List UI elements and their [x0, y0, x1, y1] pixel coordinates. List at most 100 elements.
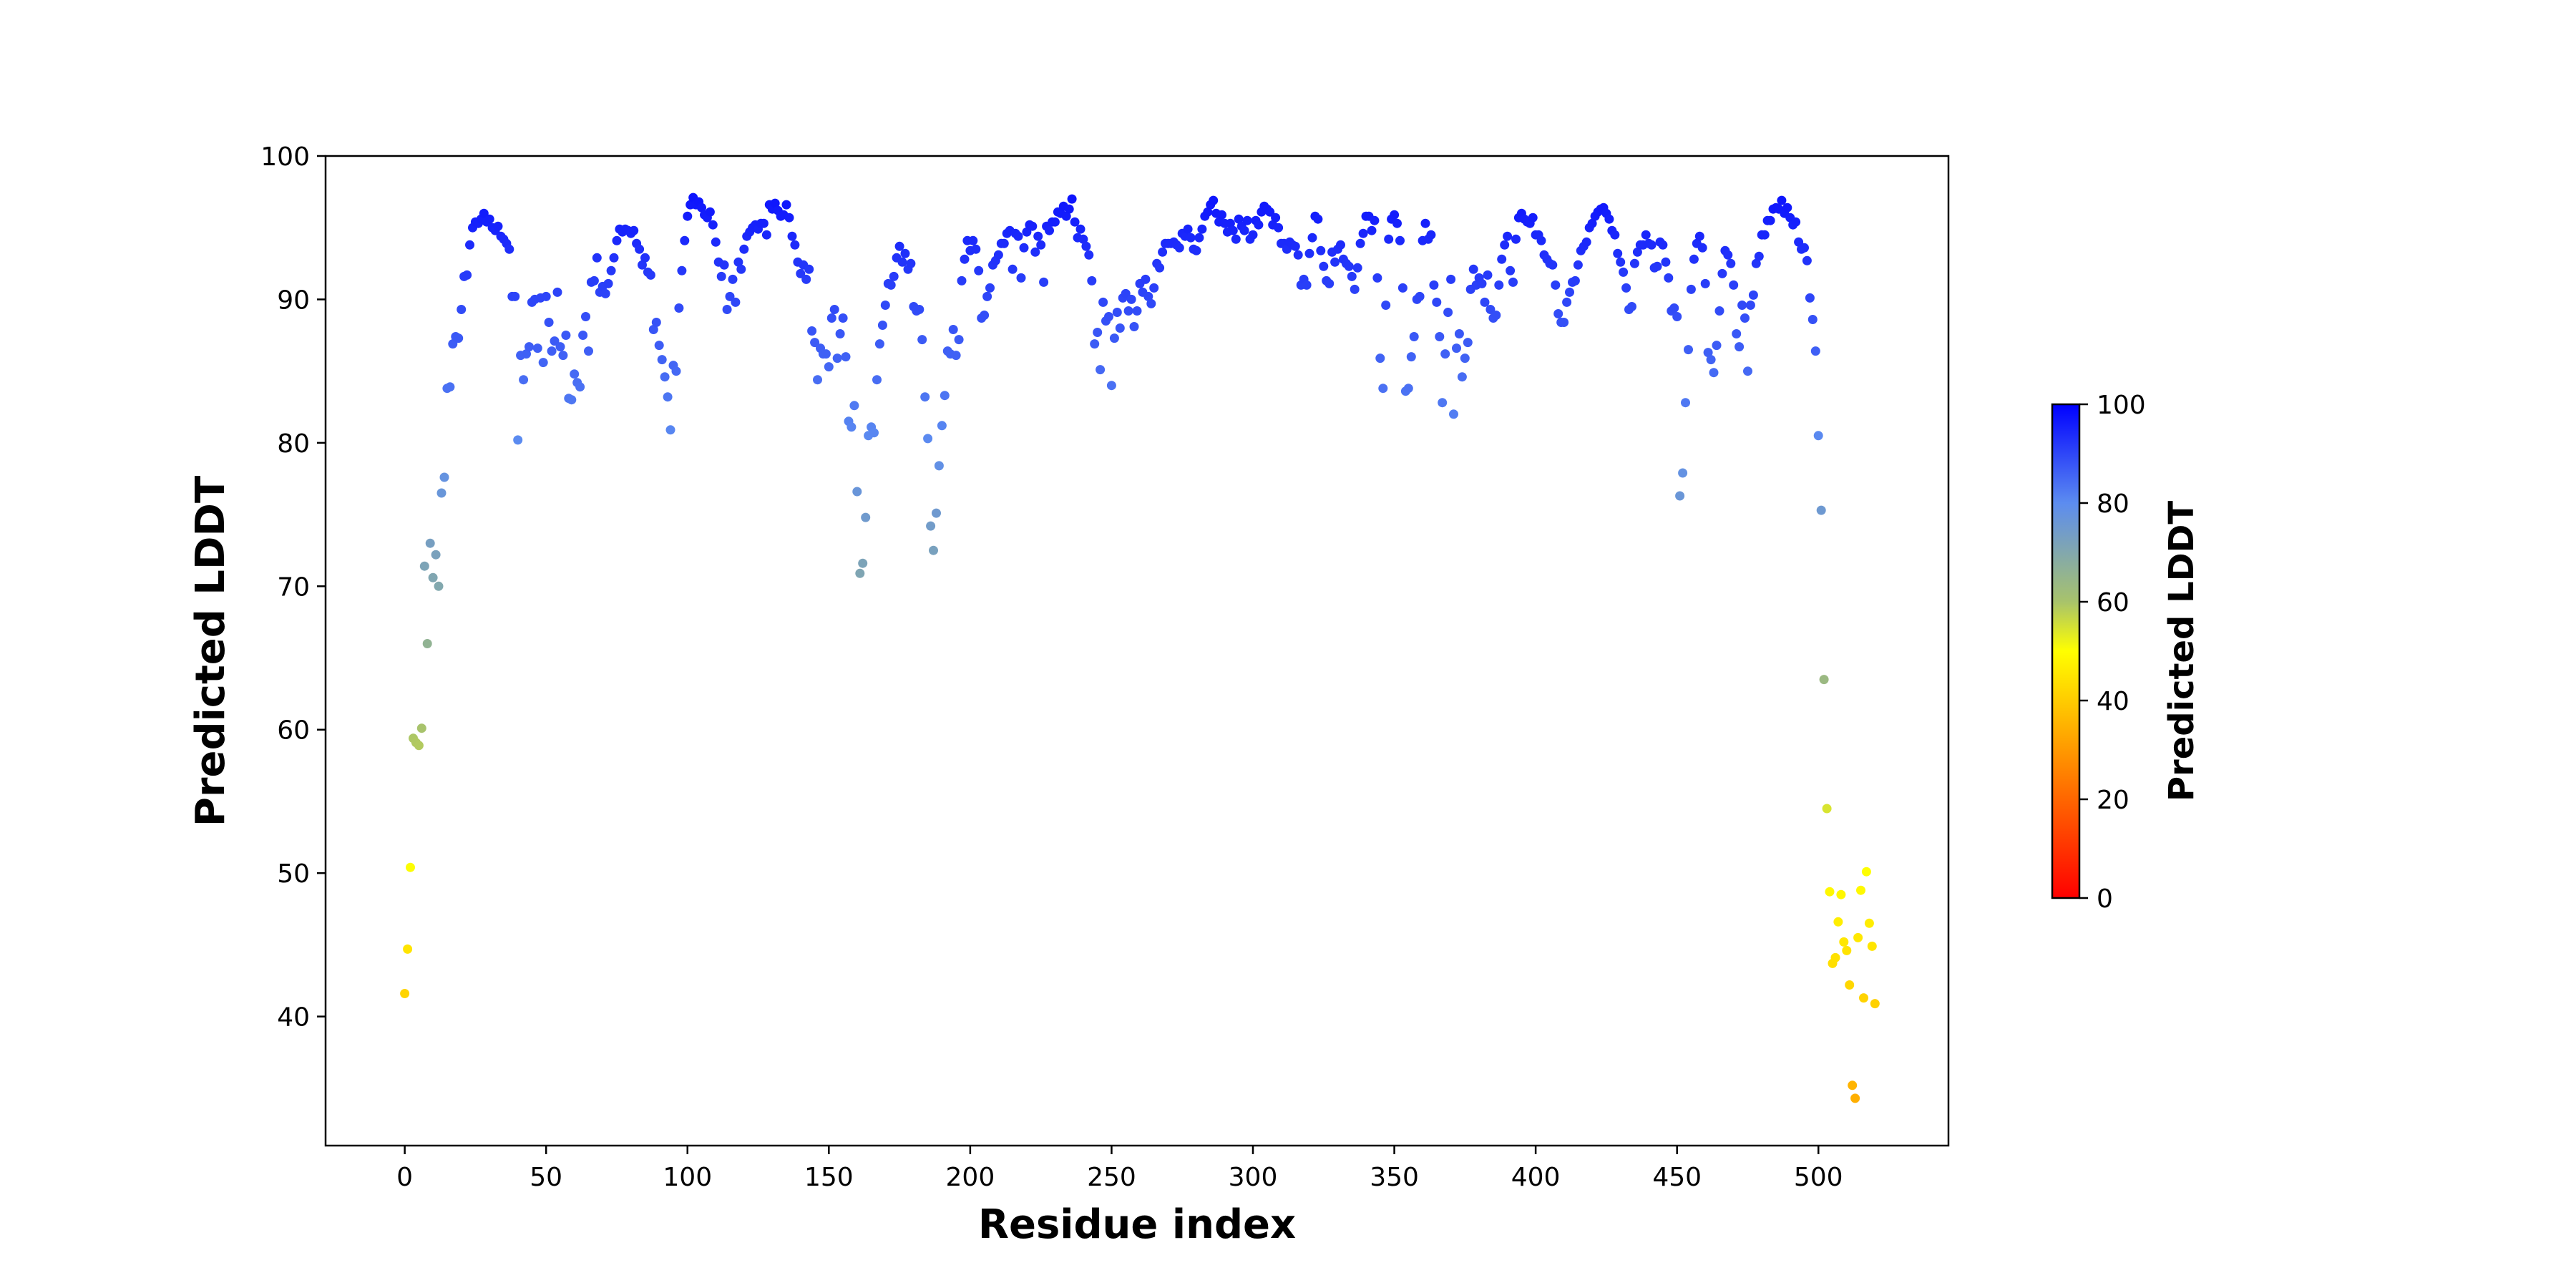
colorbar-tick-label: 100: [2097, 391, 2146, 420]
data-point: [680, 235, 690, 245]
data-point: [1652, 261, 1662, 271]
data-point: [787, 231, 797, 241]
data-point: [1678, 468, 1688, 478]
data-point: [1565, 287, 1574, 297]
data-point: [1782, 203, 1792, 213]
data-point: [1104, 312, 1113, 321]
data-point: [1729, 280, 1739, 290]
data-point: [1723, 250, 1733, 260]
data-point: [1669, 303, 1679, 313]
data-point: [416, 723, 426, 733]
data-point: [1217, 210, 1226, 220]
data-point: [525, 342, 534, 352]
colorbar-tick-label: 80: [2097, 489, 2129, 519]
data-point: [1378, 384, 1388, 394]
data-point: [1330, 257, 1340, 267]
data-point: [1121, 288, 1131, 298]
data-point: [1397, 283, 1407, 293]
data-point: [1319, 261, 1329, 271]
data-point: [1675, 491, 1685, 501]
data-point: [436, 488, 447, 498]
data-point: [1036, 240, 1046, 250]
data-point: [826, 313, 836, 323]
data-point: [1810, 346, 1820, 356]
data-point: [1225, 218, 1235, 228]
data-point: [1302, 280, 1312, 290]
data-point: [645, 270, 655, 280]
data-point: [558, 351, 568, 361]
data-point: [541, 291, 551, 301]
data-point: [1443, 308, 1453, 317]
data-point: [1293, 250, 1303, 260]
data-point: [674, 303, 684, 313]
x-tick-label: 100: [663, 1163, 712, 1192]
data-point: [886, 280, 896, 290]
data-point: [1406, 352, 1416, 362]
x-tick-label: 500: [1794, 1163, 1843, 1192]
data-point: [1033, 231, 1043, 241]
data-point: [1432, 297, 1442, 307]
data-point: [810, 338, 820, 348]
data-point: [728, 274, 738, 284]
data-point: [1740, 313, 1750, 323]
data-point: [917, 335, 927, 345]
data-point: [1381, 301, 1391, 310]
x-tick-label: 250: [1087, 1163, 1136, 1192]
data-point: [1483, 270, 1493, 280]
data-point: [855, 568, 865, 578]
data-point: [578, 331, 588, 340]
data-point: [999, 238, 1009, 248]
data-point: [835, 329, 845, 338]
x-tick-label: 400: [1511, 1163, 1561, 1192]
data-point: [1392, 218, 1402, 228]
data-point: [1664, 273, 1674, 283]
data-point: [403, 944, 413, 954]
data-point: [1109, 333, 1119, 343]
data-point: [790, 240, 800, 250]
data-point: [425, 538, 435, 548]
data-point: [722, 305, 732, 314]
scatter-points: [400, 192, 1880, 1103]
data-point: [1352, 263, 1362, 273]
plot-area-frame: [324, 155, 1950, 1147]
y-tick-label: 40: [277, 1003, 310, 1033]
data-point: [940, 391, 950, 401]
colorbar: [2051, 403, 2081, 899]
data-point: [1390, 210, 1400, 220]
data-point: [1712, 341, 1722, 351]
data-point: [951, 351, 961, 361]
data-point: [1008, 264, 1018, 274]
data-point: [934, 461, 944, 471]
data-point: [697, 203, 706, 213]
data-point: [1627, 302, 1636, 311]
data-point: [974, 265, 984, 275]
data-point: [1403, 384, 1413, 394]
data-point: [609, 253, 619, 263]
data-point: [1084, 250, 1094, 260]
data-point: [428, 572, 438, 582]
data-point: [1856, 885, 1865, 895]
data-point: [957, 275, 967, 286]
y-tick-label: 60: [277, 716, 310, 746]
data-point: [1228, 225, 1238, 235]
data-point: [567, 395, 577, 405]
data-point: [1816, 505, 1826, 515]
data-point: [1562, 297, 1572, 307]
data-point: [1449, 409, 1458, 419]
data-point: [1870, 999, 1880, 1009]
data-point: [522, 349, 531, 359]
data-point: [1777, 195, 1787, 205]
data-point: [1629, 258, 1639, 268]
data-point: [1508, 277, 1518, 287]
data-point: [1090, 339, 1100, 349]
data-point: [708, 220, 718, 230]
data-point: [1149, 283, 1159, 293]
data-point: [1367, 225, 1377, 235]
data-point: [733, 257, 743, 267]
data-point: [454, 333, 464, 343]
data-point: [1158, 247, 1168, 257]
data-point: [1480, 297, 1490, 307]
data-point: [1028, 221, 1038, 231]
data-point: [725, 291, 735, 301]
